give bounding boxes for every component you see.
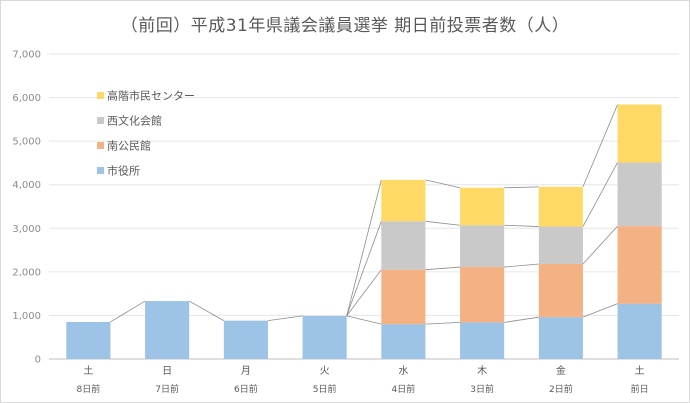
chart-title: （前回）平成31年県議会議員選挙 期日前投票者数（人） [120,16,570,36]
bar-segment [617,162,662,227]
series-line [582,225,618,265]
x-subcategory-label: 4日前 [392,383,416,395]
series-line [425,179,461,189]
x-category-label: 土 [635,364,645,377]
series-line [504,316,539,323]
series-line [425,220,461,226]
x-subcategory-label: 7日前 [155,383,179,395]
y-tick-label: 1,000 [12,311,41,322]
bar-segment [381,179,426,222]
y-tick-label: 3,000 [12,224,41,235]
bar-segment [617,104,662,163]
x-subcategory-label: 5日前 [313,383,337,395]
x-category-label: 火 [320,365,330,377]
series-line [110,300,146,323]
series-line [504,186,539,189]
bar-segment [302,315,347,359]
bar-segment [223,320,268,359]
legend-swatch [97,167,104,174]
series-line [346,315,382,325]
series-line [582,162,618,227]
bar-segment [460,225,505,268]
series-line [267,315,303,322]
series-line [346,179,382,316]
bar-segment [617,226,662,304]
legend-label: 西文化会館 [107,114,162,128]
series-line [346,221,382,317]
legend-swatch [97,117,104,124]
y-tick-label: 5,000 [12,137,41,148]
x-category-label: 月 [241,365,251,377]
series-line [425,322,461,325]
legend-swatch [97,92,104,99]
x-category-label: 水 [398,365,408,377]
bar-segment [381,324,426,359]
bar-segment [538,317,583,359]
series-line [346,269,382,317]
x-category-label: 土 [83,364,93,377]
legend-swatch [97,142,104,149]
series-line [188,300,225,322]
x-subcategory-label: 8日前 [77,383,101,395]
bar-segment [381,269,426,325]
x-category-label: 木 [477,365,487,377]
series-line [504,224,539,227]
y-tick-label: 0 [35,355,41,366]
series-line [582,104,618,188]
bar-segment [538,186,583,227]
series-line [504,263,539,268]
y-tick-label: 6,000 [12,93,41,104]
bar-segment [460,267,505,323]
x-subcategory-label: 前日 [631,383,649,395]
x-category-label: 日 [162,366,172,377]
legend-label: 南公民館 [107,139,151,153]
series-line [582,303,618,318]
x-subcategory-label: 2日前 [549,383,573,395]
y-tick-label: 2,000 [12,267,41,278]
legend-label: 高階市民センター [107,89,195,103]
bar-segment [538,226,583,265]
series-line [425,266,461,271]
y-tick-label: 7,000 [12,50,41,61]
bar-segment [66,321,111,359]
bar-segment [145,301,190,359]
y-tick-label: 4,000 [12,180,41,191]
bar-segment [460,322,505,359]
bar-segment [381,221,426,270]
bar-segment [460,187,505,226]
bar-segment [538,264,583,318]
x-category-label: 金 [556,364,566,377]
x-subcategory-label: 6日前 [234,383,258,395]
legend-label: 市役所 [107,164,140,178]
bar-segment [617,303,662,359]
x-subcategory-label: 3日前 [470,383,494,395]
